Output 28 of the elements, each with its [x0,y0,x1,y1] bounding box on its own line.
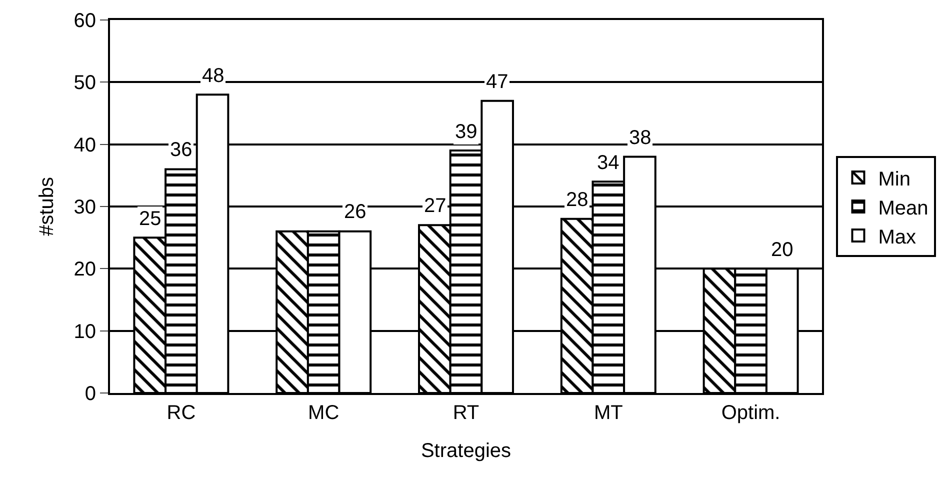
x-axis-title: Strategies [420,440,512,462]
y-tick-label: 60 [74,10,96,32]
data-label: 38 [629,127,652,149]
y-tick-label: 10 [74,320,96,343]
x-tick-label: MC [308,402,340,424]
text: Mean [878,197,928,220]
y-axis-title: #stubs [36,177,58,236]
x-tick-label: RT [452,402,480,424]
data-label: 27 [424,195,446,217]
data-label: 25 [139,208,162,230]
x-tick-label: RC [166,402,196,424]
y-tick-label: 30 [74,196,96,218]
data-label: 36 [170,139,192,161]
data-label: 47 [486,71,508,93]
y-tick-label: 20 [74,258,96,281]
data-label: 39 [455,121,478,143]
text: Min [878,168,910,190]
y-tick-label: 0 [84,383,96,405]
y-tick-label: 50 [74,72,96,94]
data-label: 26 [344,201,366,223]
y-tick-label: 40 [74,134,96,156]
data-label: 28 [566,189,588,211]
data-label: 20 [771,239,794,261]
x-tick-label: MT [594,402,623,424]
x-tick-label: Optim. [721,402,780,424]
data-label: 48 [202,65,224,87]
data-label: 34 [597,152,620,174]
legend-label: Max [878,226,916,248]
